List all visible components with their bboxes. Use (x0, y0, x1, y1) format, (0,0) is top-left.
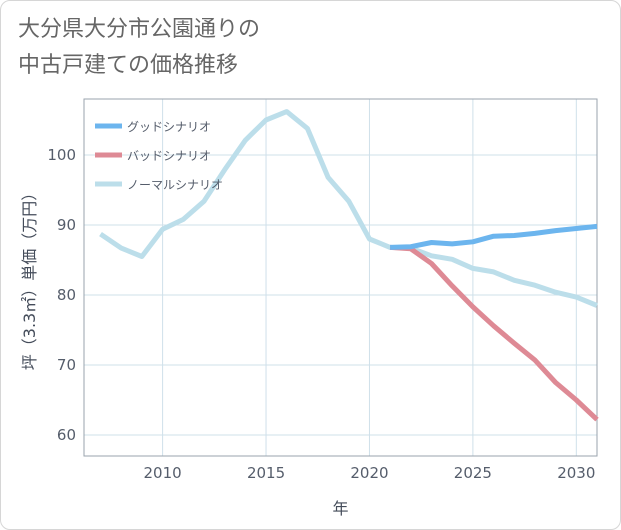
y-tick-label: 70 (57, 356, 76, 374)
x-tick-label: 2020 (350, 464, 388, 482)
x-tick-label: 2025 (454, 464, 492, 482)
x-tick-label: 2015 (247, 464, 285, 482)
y-tick-label: 90 (57, 216, 76, 234)
x-axis-label: 年 (332, 499, 348, 518)
y-tick-label: 80 (57, 286, 76, 304)
series-layer (99, 109, 599, 422)
x-tick-label: 2030 (557, 464, 595, 482)
x-tick-label: 2010 (144, 464, 182, 482)
tick-labels: 2010 2015 2020 2025 2030 60 70 80 90 100 (47, 146, 595, 482)
legend-label: グッドシナリオ (127, 120, 211, 134)
y-tick-label: 60 (57, 426, 76, 444)
grid (84, 99, 597, 456)
y-axis-label: 坪（3.3㎡）単価（万円） (20, 185, 39, 370)
series-line-1 (389, 244, 599, 422)
legend-label: バッドシナリオ (127, 149, 211, 163)
chart-title: 大分県大分市公園通りの 中古戸建ての価格推移 (18, 17, 261, 78)
plot-border (83, 98, 598, 457)
series-line-0 (390, 223, 598, 250)
legend-label: ノーマルシナリオ (127, 178, 223, 192)
y-tick-label: 100 (47, 146, 76, 164)
series-line-2 (99, 109, 598, 308)
